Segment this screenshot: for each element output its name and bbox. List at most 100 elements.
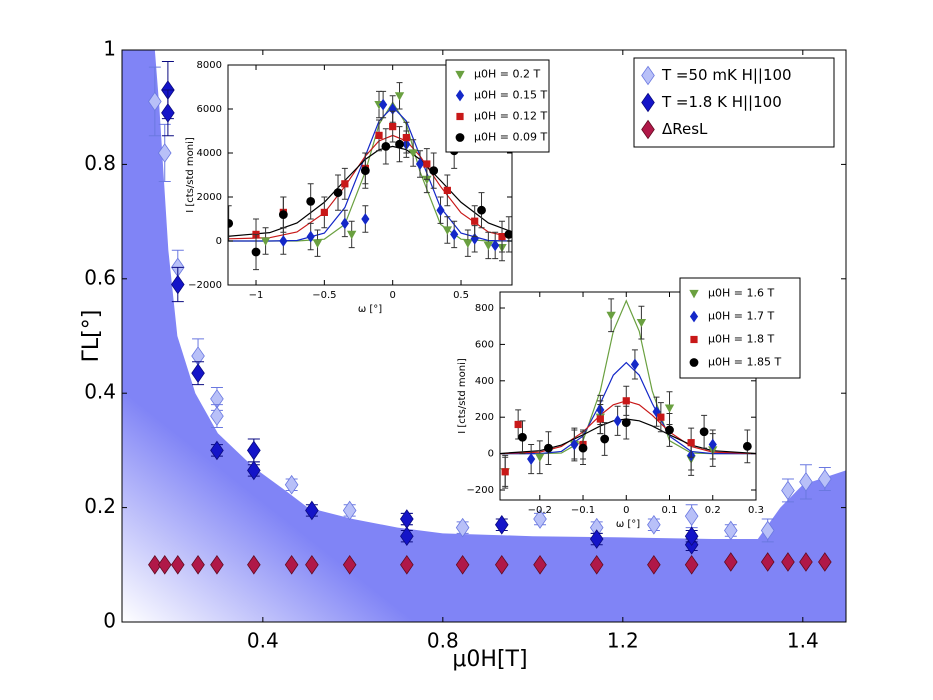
- point: [408, 149, 418, 158]
- plot-area: [122, 50, 846, 622]
- point: [494, 514, 509, 535]
- point: [621, 418, 631, 428]
- point: [463, 239, 473, 249]
- point: [320, 208, 328, 216]
- x-tick-label: −0.5: [312, 290, 336, 301]
- y-tick-label: 0: [488, 449, 494, 460]
- point: [491, 239, 500, 252]
- x-tick-label: 0.2: [705, 505, 721, 516]
- point: [157, 143, 172, 163]
- x-axis-label: μ0H[T]: [452, 647, 527, 672]
- point: [400, 554, 414, 575]
- legend-marker: [455, 89, 465, 102]
- legend-marker: [689, 358, 699, 367]
- point: [247, 440, 261, 461]
- plot-frame: [121, 49, 847, 623]
- point: [483, 241, 494, 251]
- point: [724, 552, 738, 572]
- point: [613, 414, 622, 427]
- point: [647, 514, 661, 535]
- point: [400, 526, 414, 547]
- point: [799, 552, 813, 572]
- legend-label: T =1.8 K H||100: [661, 93, 782, 111]
- point: [636, 318, 647, 328]
- y-tick-label: 0.8: [84, 151, 116, 175]
- point: [423, 160, 431, 168]
- x-tick-label: −1: [249, 290, 264, 301]
- y-tick-label: 2000: [197, 192, 222, 203]
- point: [260, 237, 271, 246]
- legend-marker: [641, 65, 655, 86]
- x-tick-label: 0.8: [427, 629, 459, 653]
- point: [429, 166, 439, 176]
- point: [375, 131, 383, 139]
- y-axis-label: I [cts/std moni]: [185, 137, 196, 213]
- point: [589, 529, 604, 549]
- point: [312, 239, 323, 249]
- point: [284, 554, 299, 575]
- inset-chart: −0.2 −0.1 0 0.1 0.2 0.3 −200 0 200 400 600 800 ω [°]…: [457, 277, 801, 530]
- point: [394, 92, 405, 101]
- x-tick-label: 1.2: [607, 629, 639, 653]
- point: [443, 186, 451, 194]
- plot-frame: [227, 64, 513, 286]
- point: [760, 552, 775, 572]
- y-tick-label: 0: [216, 236, 222, 247]
- point: [684, 526, 699, 547]
- point: [708, 438, 717, 451]
- point: [341, 180, 349, 188]
- point: [699, 427, 709, 437]
- x-axis-label: ω [°]: [616, 519, 640, 530]
- point: [450, 228, 459, 241]
- point: [781, 552, 795, 572]
- point: [210, 554, 224, 575]
- point: [306, 230, 315, 243]
- y-tick-label: 0.6: [84, 265, 116, 289]
- legend-label: μ0H = 0.15 T: [474, 89, 547, 102]
- x-tick-label: 0.1: [662, 505, 678, 516]
- legend-marker: [689, 289, 699, 299]
- point: [360, 166, 370, 176]
- y-tick-label: 6000: [197, 104, 222, 115]
- fit-line: [228, 105, 512, 242]
- point: [477, 205, 486, 215]
- point: [494, 554, 509, 575]
- point: [305, 500, 319, 521]
- point: [471, 217, 479, 225]
- point: [247, 460, 261, 481]
- y-tick-label: −2000: [188, 280, 222, 291]
- point: [191, 554, 205, 575]
- x-axis-label: ω [°]: [358, 304, 382, 315]
- point: [578, 443, 588, 453]
- point: [606, 311, 616, 321]
- point: [799, 472, 813, 492]
- legend-box: [445, 59, 550, 153]
- point: [395, 139, 404, 149]
- point: [724, 520, 738, 541]
- point: [533, 509, 547, 529]
- point: [157, 554, 172, 575]
- point: [361, 213, 370, 225]
- point: [504, 230, 512, 239]
- y-tick-label: 4000: [197, 148, 222, 159]
- y-tick-label: 0: [103, 609, 116, 633]
- x-tick-label: 0: [623, 505, 629, 516]
- legend-label: μ0H = 1.7 T: [708, 310, 774, 323]
- point: [647, 554, 661, 575]
- legend-marker: [641, 119, 655, 140]
- point: [333, 188, 343, 198]
- x-tick-label: −0.1: [571, 505, 595, 516]
- point: [684, 506, 699, 526]
- plot-area: [500, 298, 756, 489]
- point: [148, 554, 162, 575]
- point: [818, 552, 832, 572]
- x-tick-label: 0.3: [748, 505, 764, 516]
- plot-area: [228, 82, 512, 271]
- x-tick-label: −0.2: [528, 505, 552, 516]
- y-tick-label: 400: [475, 376, 494, 387]
- point: [664, 404, 675, 413]
- y-tick-label: 0.2: [84, 494, 116, 518]
- legend-marker: [690, 335, 698, 344]
- point: [535, 453, 545, 463]
- point: [210, 440, 224, 461]
